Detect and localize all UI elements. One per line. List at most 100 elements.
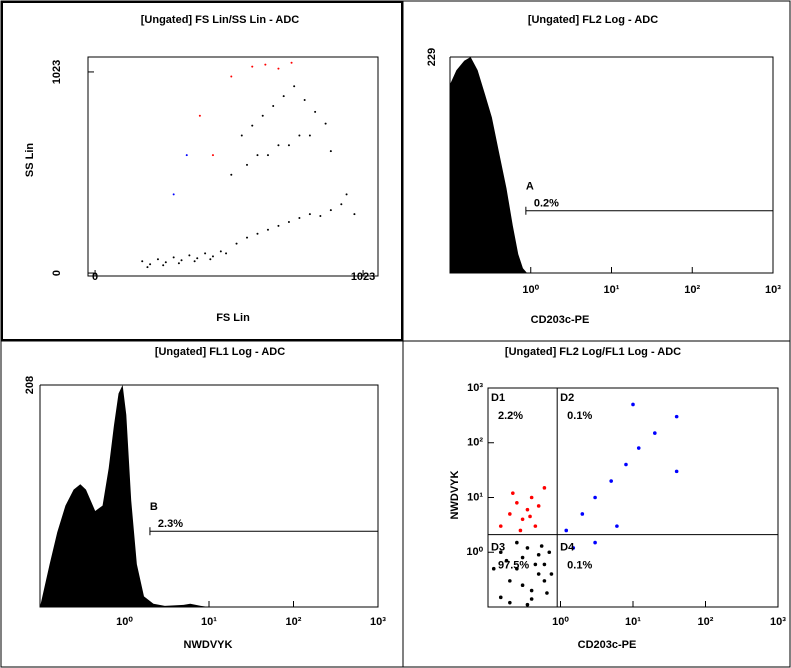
gate-percent: 2.3%: [158, 518, 183, 530]
dot: [329, 150, 332, 153]
panel-title: [Ungated] FL1 Log - ADC: [155, 346, 285, 358]
dot: [580, 512, 585, 516]
quadrant-label: D2: [560, 392, 574, 404]
dot: [314, 110, 317, 113]
dot: [177, 262, 180, 265]
dot: [225, 252, 228, 255]
dot: [261, 114, 264, 117]
dot: [491, 566, 496, 571]
dot: [185, 154, 188, 157]
dot: [256, 154, 259, 157]
x-tick-label: 0: [92, 271, 98, 283]
x-tick-label: 1023: [351, 271, 375, 283]
dot: [520, 583, 525, 588]
dot: [631, 402, 635, 407]
quadrant-label: D3: [491, 542, 505, 554]
x-tick-label: 10³: [370, 616, 386, 628]
dot: [141, 260, 144, 263]
x-axis-label: NWDVYK: [184, 639, 233, 651]
dot: [525, 507, 530, 512]
dot: [593, 495, 597, 500]
dot: [529, 597, 534, 601]
dot: [549, 572, 554, 576]
dot: [528, 514, 532, 519]
x-tick-label: 10³: [765, 284, 781, 296]
dot: [515, 566, 519, 571]
dot: [251, 124, 254, 127]
dot: [149, 263, 152, 266]
panel-highlight: [1, 1, 403, 341]
dot: [308, 213, 311, 216]
dot: [340, 203, 343, 206]
dot: [564, 528, 569, 533]
dot: [609, 479, 613, 483]
dot: [198, 114, 201, 117]
dot: [219, 250, 222, 253]
y-tick-label: 208: [24, 376, 36, 394]
gate-label: B: [150, 501, 158, 513]
dot: [324, 122, 327, 125]
dot: [156, 258, 159, 261]
dot: [508, 512, 512, 516]
dot: [172, 256, 175, 259]
gate-percent: 0.2%: [534, 198, 559, 210]
dot: [529, 495, 534, 500]
dot: [287, 144, 290, 147]
dot: [256, 232, 259, 235]
histogram-area: [40, 385, 209, 607]
dot: [674, 469, 679, 474]
dot: [653, 431, 657, 435]
dot: [511, 491, 515, 495]
dot: [542, 486, 547, 490]
dot: [266, 228, 269, 231]
dot: [615, 524, 619, 528]
dot: [172, 193, 175, 196]
dot: [251, 65, 254, 68]
dot: [542, 579, 547, 583]
y-tick-label: 0: [51, 270, 63, 276]
dot: [188, 254, 191, 257]
dot: [508, 600, 512, 605]
dot: [287, 220, 290, 223]
dot: [504, 558, 509, 563]
dot: [624, 462, 628, 467]
dot: [209, 258, 212, 261]
dot: [235, 242, 238, 245]
dot: [230, 75, 233, 78]
x-tick-label: 10⁰: [552, 616, 569, 628]
dot: [303, 99, 306, 102]
dot: [529, 588, 534, 593]
dot: [282, 95, 285, 98]
x-tick-label: 10⁰: [522, 284, 539, 296]
y-tick-label: 10³: [467, 382, 483, 394]
dot: [520, 555, 525, 560]
dot: [298, 217, 301, 220]
dot: [636, 446, 641, 450]
quadrant-percent: 0.1%: [567, 410, 592, 422]
dot: [266, 154, 269, 157]
dot: [293, 85, 296, 88]
quadrant-percent: 0.1%: [567, 560, 592, 572]
dot: [290, 61, 293, 64]
x-axis-label: FS Lin: [216, 312, 250, 324]
quadrant-percent: 2.2%: [498, 410, 523, 422]
dot: [345, 193, 348, 196]
quadrant-percent: 97.5%: [498, 560, 529, 572]
dot: [204, 252, 207, 255]
dot: [525, 546, 530, 550]
dot: [264, 63, 267, 66]
dot: [193, 260, 196, 263]
x-axis-label: CD203c-PE: [578, 639, 637, 651]
panel-title: [Ungated] FS Lin/SS Lin - ADC: [141, 14, 300, 26]
dot: [536, 552, 541, 557]
quadrant-label: D4: [560, 542, 575, 554]
dot: [498, 595, 503, 600]
dot: [298, 134, 301, 137]
dot: [547, 550, 552, 555]
dot: [319, 215, 322, 218]
panel-title: [Ungated] FL2 Log/FL1 Log - ADC: [505, 346, 681, 358]
dot: [518, 528, 523, 533]
dot: [211, 255, 214, 258]
dot: [536, 572, 541, 576]
dot: [674, 414, 679, 419]
